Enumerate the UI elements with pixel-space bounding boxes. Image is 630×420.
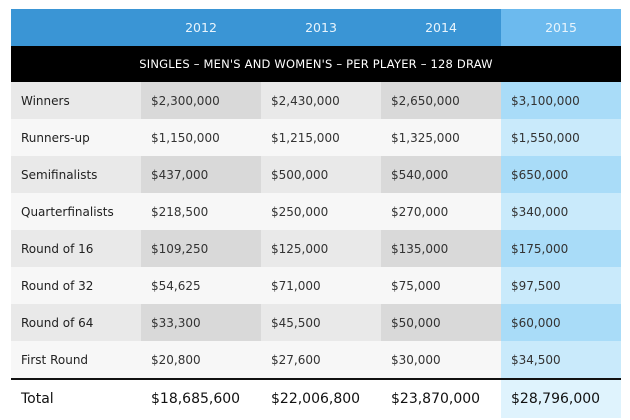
- total-2015: $28,796,000: [501, 378, 621, 418]
- cell-2014: $30,000: [381, 341, 501, 379]
- cell-2014: $2,650,000: [381, 82, 501, 119]
- cell-2013: $2,430,000: [261, 82, 381, 119]
- total-row: Total $18,685,600 $22,006,800 $23,870,00…: [11, 378, 621, 418]
- total-2012: $18,685,600: [141, 378, 261, 418]
- cell-2012: $2,300,000: [141, 82, 261, 119]
- year-header-2012: 2012: [141, 9, 261, 46]
- cell-2013: $500,000: [261, 156, 381, 193]
- cell-2015: $34,500: [501, 341, 621, 379]
- cell-2012: $1,150,000: [141, 119, 261, 156]
- year-header-2015: 2015: [501, 9, 621, 46]
- year-header-2014: 2014: [381, 9, 501, 46]
- row-label: Round of 32: [11, 267, 141, 304]
- cell-2013: $27,600: [261, 341, 381, 379]
- cell-2015: $650,000: [501, 156, 621, 193]
- cell-2012: $437,000: [141, 156, 261, 193]
- cell-2014: $50,000: [381, 304, 501, 341]
- cell-2013: $1,215,000: [261, 119, 381, 156]
- cell-2013: $125,000: [261, 230, 381, 267]
- table-row: Quarterfinalists $218,500 $250,000 $270,…: [11, 193, 621, 230]
- table-row: Round of 32 $54,625 $71,000 $75,000 $97,…: [11, 267, 621, 304]
- year-header-row: 2012 2013 2014 2015: [11, 9, 621, 46]
- row-label: Round of 64: [11, 304, 141, 341]
- cell-2015: $340,000: [501, 193, 621, 230]
- cell-2014: $540,000: [381, 156, 501, 193]
- cell-2013: $250,000: [261, 193, 381, 230]
- cell-2013: $71,000: [261, 267, 381, 304]
- row-label: Quarterfinalists: [11, 193, 141, 230]
- cell-2012: $54,625: [141, 267, 261, 304]
- row-label: Winners: [11, 82, 141, 119]
- prize-money-table: 2012 2013 2014 2015 SINGLES – MEN'S AND …: [11, 9, 621, 418]
- cell-2015: $3,100,000: [501, 82, 621, 119]
- total-2014: $23,870,000: [381, 378, 501, 418]
- cell-2012: $33,300: [141, 304, 261, 341]
- cell-2012: $218,500: [141, 193, 261, 230]
- row-label: Runners-up: [11, 119, 141, 156]
- row-label: First Round: [11, 341, 141, 379]
- cell-2012: $20,800: [141, 341, 261, 379]
- cell-2015: $60,000: [501, 304, 621, 341]
- cell-2015: $97,500: [501, 267, 621, 304]
- total-label: Total: [11, 378, 141, 418]
- table-row: Runners-up $1,150,000 $1,215,000 $1,325,…: [11, 119, 621, 156]
- cell-2014: $135,000: [381, 230, 501, 267]
- header-corner: [11, 9, 141, 46]
- cell-2015: $175,000: [501, 230, 621, 267]
- category-band-label: SINGLES – MEN'S AND WOMEN'S – PER PLAYER…: [11, 46, 621, 82]
- table-row: Round of 16 $109,250 $125,000 $135,000 $…: [11, 230, 621, 267]
- table-row: Round of 64 $33,300 $45,500 $50,000 $60,…: [11, 304, 621, 341]
- cell-2015: $1,550,000: [501, 119, 621, 156]
- row-label: Semifinalists: [11, 156, 141, 193]
- row-label: Round of 16: [11, 230, 141, 267]
- table-row: Winners $2,300,000 $2,430,000 $2,650,000…: [11, 82, 621, 119]
- prize-money-table-container: 2012 2013 2014 2015 SINGLES – MEN'S AND …: [11, 9, 621, 418]
- cell-2014: $270,000: [381, 193, 501, 230]
- category-band-row: SINGLES – MEN'S AND WOMEN'S – PER PLAYER…: [11, 46, 621, 82]
- cell-2012: $109,250: [141, 230, 261, 267]
- year-header-2013: 2013: [261, 9, 381, 46]
- cell-2014: $1,325,000: [381, 119, 501, 156]
- total-2013: $22,006,800: [261, 378, 381, 418]
- table-row: Semifinalists $437,000 $500,000 $540,000…: [11, 156, 621, 193]
- cell-2014: $75,000: [381, 267, 501, 304]
- cell-2013: $45,500: [261, 304, 381, 341]
- table-row: First Round $20,800 $27,600 $30,000 $34,…: [11, 341, 621, 379]
